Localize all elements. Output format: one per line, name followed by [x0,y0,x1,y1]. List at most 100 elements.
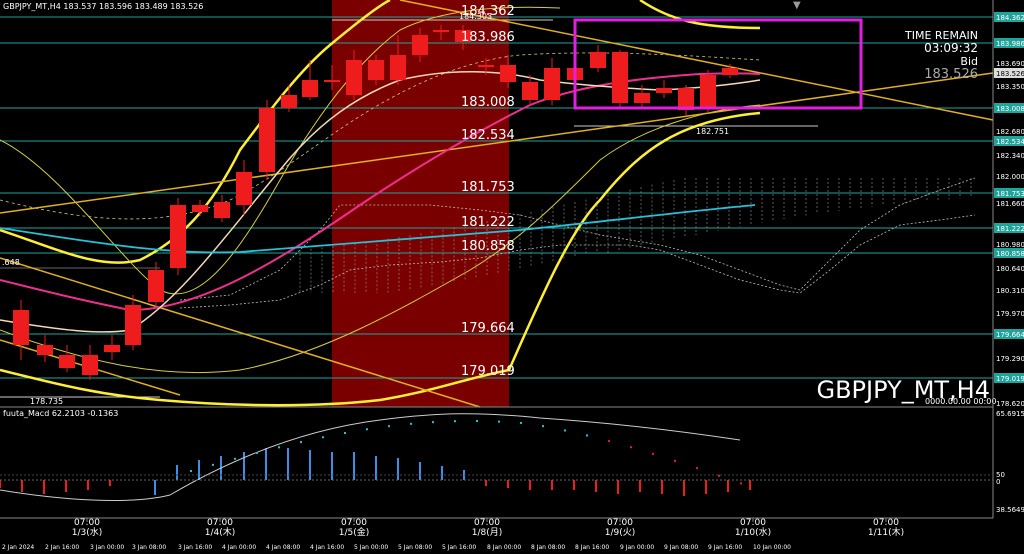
indicator-title: fuuta_Macd 62.2103 -0.1363 [3,409,119,418]
time-tick-label: 3 Jan 16:00 [178,544,212,551]
date-label: 1/11(木) [868,526,904,538]
time-tick-label: 5 Jan 00:00 [354,544,388,551]
time-label-top: 07:00 [740,518,766,528]
price-axis-label: 180.858 [996,250,1024,258]
level-labels: 184.362 183.986 183.008 182.534 181.753 … [461,4,515,379]
candle-body [59,355,75,368]
price-axis-label: 183.526 [996,70,1024,78]
time-tick-label: 9 Jan 00:00 [620,544,654,551]
time-tick-label: 3 Jan 08:00 [132,544,166,551]
price-tag [994,248,1024,258]
level-label: 184.362 [461,4,515,19]
level-label: 179.664 [461,321,515,336]
trend-lines [0,0,994,408]
candle-body [37,345,53,355]
price-axis-label: 179.970 [996,310,1024,318]
macd-axis-label: 0 [996,478,1000,486]
time-label-top: 07:00 [207,518,233,528]
macd-signal [0,413,741,501]
price-tag [994,68,1024,78]
candle-body [634,93,650,103]
price-axis-label: 182.680 [996,128,1024,136]
price-axis-label: 182.534 [996,138,1024,146]
macd-dot [476,420,478,423]
ichimoku-cloud [179,177,976,309]
macd-dot [630,446,632,449]
price-tag [994,188,1024,198]
candle-body [170,205,186,268]
candle-body [500,65,516,82]
macd-dot [718,474,720,477]
level-label: 181.222 [461,215,515,230]
time-label-top: 07:00 [607,518,633,528]
level-label: 183.008 [461,95,515,110]
time-tick-label: 3 Jan 00:00 [90,544,124,551]
candle-body [104,345,120,352]
level-label: 182.534 [461,128,515,143]
price-axis-label: 182.340 [996,152,1024,160]
macd-dot [542,425,544,428]
date-label: 1/3(水) [72,526,103,538]
price-axis-label: 178.620 [996,400,1024,408]
price-axis-label: 180.980 [996,241,1024,249]
time-tick-label: 8 Jan 16:00 [575,544,609,551]
left-edge-label: .648 [2,258,20,267]
candle-body [259,108,275,172]
macd-axis-label: 50 [996,471,1005,479]
macd-dot [432,421,434,424]
macd-dot [410,422,412,425]
candlesticks [13,25,738,380]
candle-body [346,60,362,95]
time-tick-label: 8 Jan 08:00 [531,544,565,551]
price-axis-label: 183.690 [996,60,1024,68]
time-tick-label: 9 Jan 08:00 [664,544,698,551]
info-panel: TIME REMAIN 03:09:32 Bid 183.526 [905,29,978,81]
macd-panel [0,413,751,501]
macd-dot [696,467,698,470]
time-tick-label: 4 Jan 16:00 [310,544,344,551]
bid-label: Bid [960,55,978,68]
macd-dot [278,446,280,449]
date-label: 1/8(月) [472,527,503,538]
macd-axis-label: 65.6915 [996,410,1024,418]
symbol-label: GBPJPY_MT,H4 [816,376,990,404]
candle-body [678,88,694,110]
bid-value: 183.526 [924,67,978,82]
candle-body [192,205,208,212]
macd-dot [652,452,654,455]
level-label: 181.753 [461,180,515,195]
time-tick-label: 10 Jan 00:00 [753,544,791,551]
close-icon[interactable]: ▼ [793,0,801,11]
price-axis-label: 181.222 [996,225,1024,233]
candle-body [148,270,164,302]
macd-dot [608,440,610,443]
macd-dot [498,420,500,423]
price-axis-label: 179.664 [996,331,1024,339]
level-lines [0,16,993,379]
bands [0,0,761,407]
level-label: 180.858 [461,239,515,254]
macd-dot [234,457,236,460]
candle-body [302,80,318,97]
time-label-top: 07:00 [341,518,367,528]
candle-body [281,95,297,108]
time-tick-label: 4 Jan 08:00 [266,544,300,551]
price-axis-label: 181.660 [996,200,1024,208]
price-tag [994,12,1024,22]
price-axis-label: 184.362 [996,14,1024,22]
time-tick-label: 8 Jan 00:00 [487,544,521,551]
low-marker-label: 182.751 [696,127,729,136]
price-axis-label: 181.753 [996,190,1024,198]
price-axis-label: 179.290 [996,355,1024,363]
time-label-top: 07:00 [873,518,899,528]
macd-dot [300,441,302,444]
candle-body [13,310,29,345]
time-tick-label: 5 Jan 08:00 [398,544,432,551]
price-axis-label: 183.350 [996,83,1024,91]
price-axis-label: 183.008 [996,105,1024,113]
price-tag [994,136,1024,146]
price-axis-label: 182.000 [996,173,1024,181]
price-axis-label: 183.986 [996,40,1024,48]
level-label: 183.986 [461,30,515,45]
